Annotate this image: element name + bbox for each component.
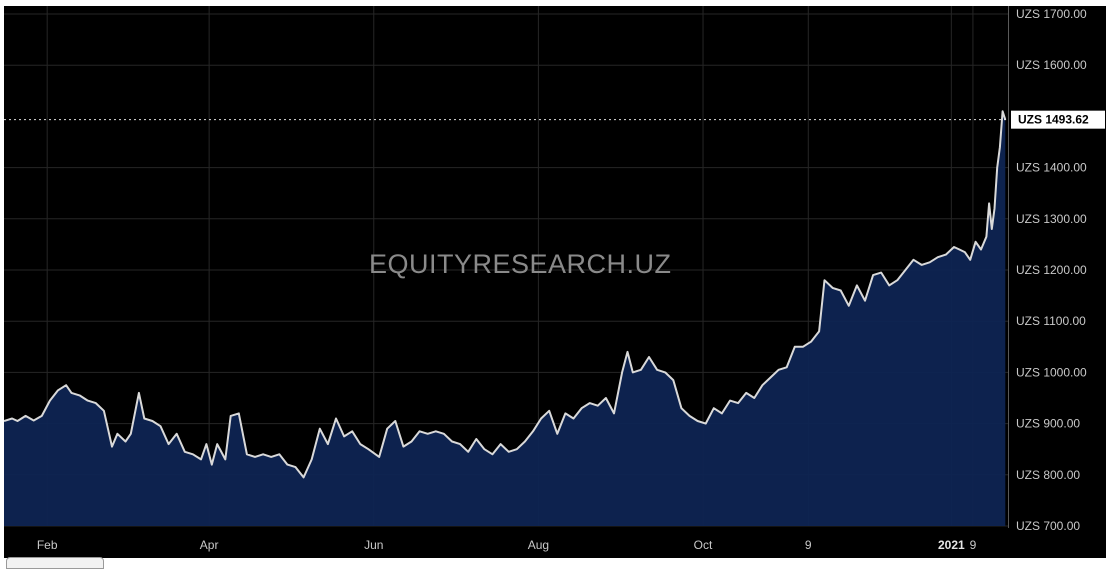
x-tick-label: Oct [694,538,713,552]
chart-frame: EQUITYRESEARCH.UZ UZS 700.00 UZS 800.00 UZ… [4,6,1106,558]
price-area [4,111,1006,527]
y-tick-label: UZS 1300.00 [1016,212,1087,226]
price-line [4,110,1007,479]
x-tick-label: Jun [364,538,383,552]
x-axis: Feb Apr Jun Aug Oct 9 2021 9 [37,538,977,552]
x-tick-label: 9 [970,538,977,552]
x-tick-label: Aug [528,538,549,552]
y-tick-label: UZS 700.00 [1016,519,1080,533]
watermark: EQUITYRESEARCH.UZ [369,249,672,279]
last-price-tag: UZS 1493.62 [1011,110,1105,129]
x-tick-label: Feb [37,538,58,552]
y-tick-label: UZS 900.00 [1016,417,1080,431]
y-tick-label: UZS 1100.00 [1016,314,1086,328]
last-price-label: UZS 1493.62 [1018,113,1089,127]
y-tick-label: UZS 1200.00 [1016,263,1087,277]
y-tick-label: UZS 1700.00 [1016,7,1087,21]
y-tick-label: UZS 1400.00 [1016,161,1087,175]
y-tick-label: UZS 1600.00 [1016,58,1087,72]
x-tick-label: 2021 [938,538,965,552]
y-tick-label: UZS 1000.00 [1016,365,1087,379]
x-tick-label: 9 [805,538,812,552]
last-price-tag-box [1011,110,1105,129]
y-axis: UZS 700.00 UZS 800.00 UZS 900.00 UZS 1000.0… [1016,7,1087,533]
x-tick-label: Apr [200,538,219,552]
y-tick-label: UZS 800.00 [1016,468,1080,482]
bottom-tab[interactable] [6,557,104,569]
